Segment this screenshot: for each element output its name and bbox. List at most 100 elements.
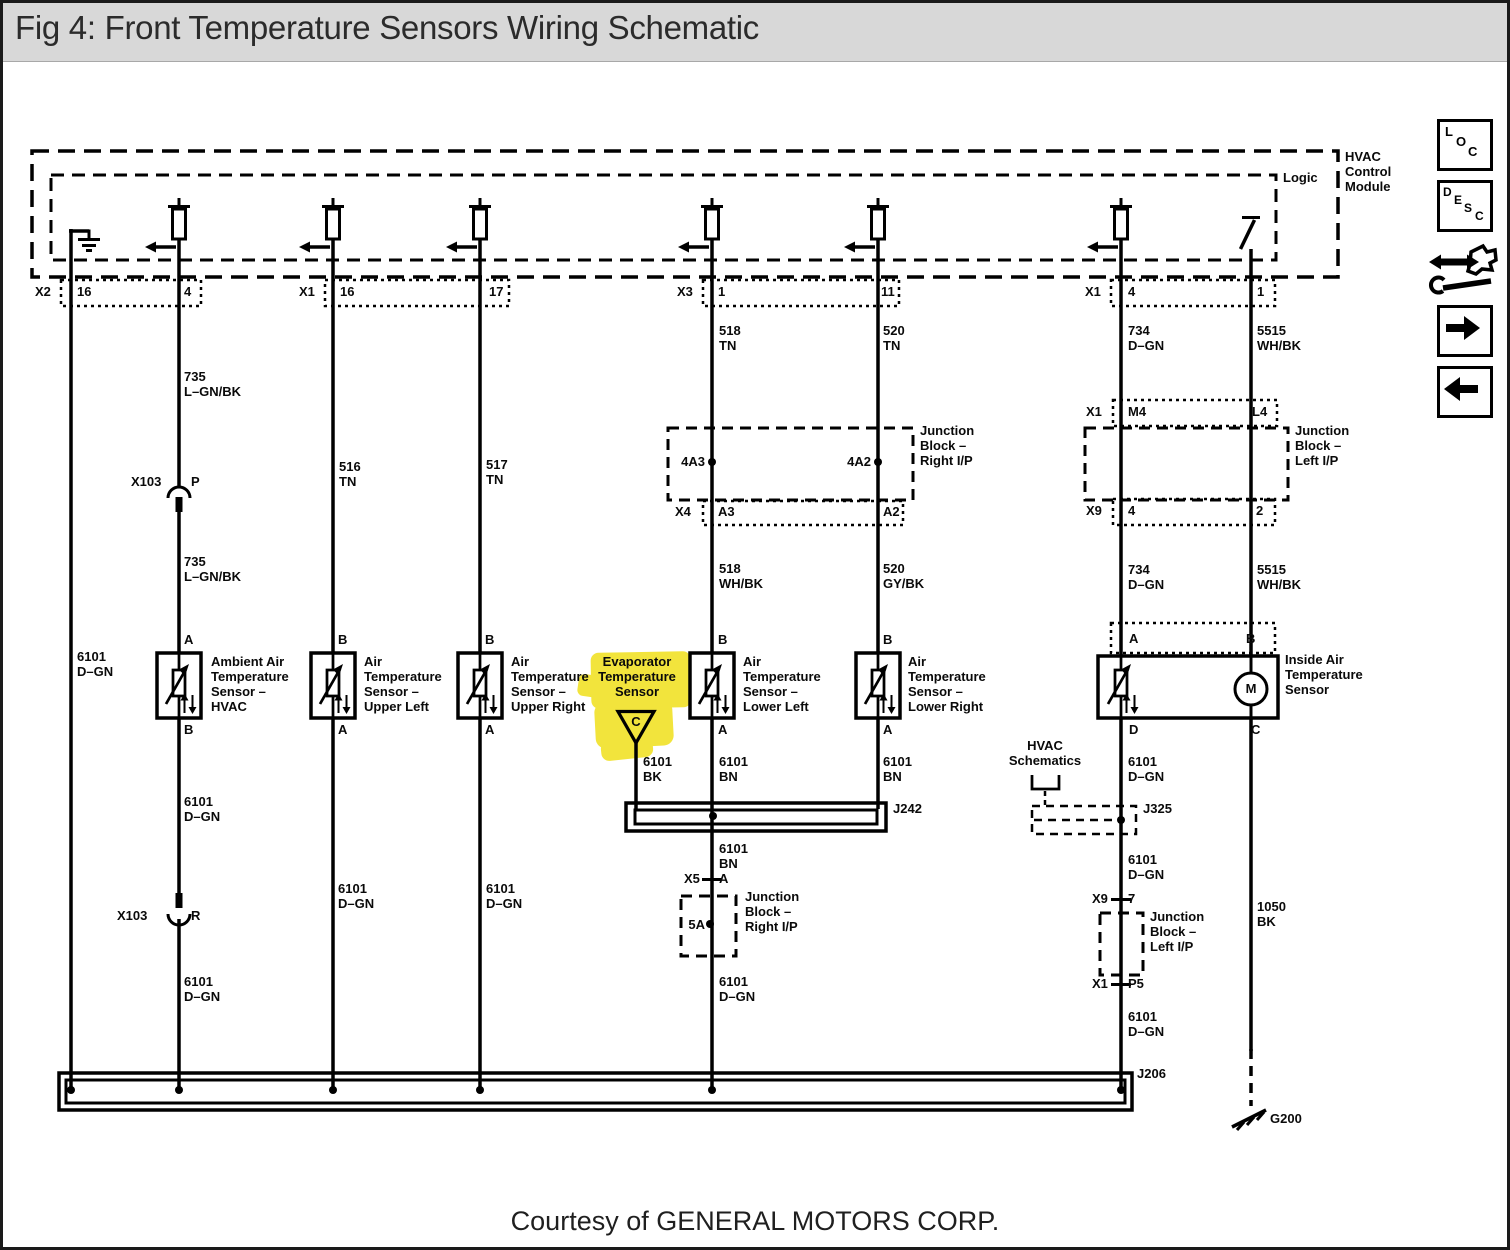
wire-label: 734 D–GN — [1128, 562, 1165, 592]
pin-label: 5A — [688, 917, 705, 932]
wire-label: 1050 BK — [1257, 899, 1286, 929]
sensor-label: Inside Air Temperature Sensor — [1285, 652, 1363, 697]
wire-label: 6101 D–GN — [1128, 852, 1165, 882]
pin-label: A — [485, 722, 495, 737]
sensor-label: Air Temperature Sensor – Upper Left — [364, 654, 442, 714]
bus-label: J242 — [893, 801, 922, 816]
pin-label: 16 — [340, 284, 355, 299]
bus-bars — [59, 803, 1132, 1110]
pin-label: L4 — [1252, 404, 1268, 419]
courtesy-text: Courtesy of GENERAL MOTORS CORP. — [510, 1206, 1000, 1236]
wire-label: 6101 D–GN — [1128, 1009, 1165, 1039]
pin-label: B — [184, 722, 194, 737]
junction-block-boxes — [668, 428, 1288, 975]
sensor-label: Air Temperature Sensor – Upper Right — [511, 654, 589, 714]
wire-label: 6101 BN — [719, 841, 748, 871]
page-title: Fig 4: Front Temperature Sensors Wiring … — [15, 9, 759, 46]
pin-label: A — [718, 722, 728, 737]
wire-label: 6101 D–GN — [1128, 754, 1165, 784]
tools-icon[interactable] — [1425, 236, 1499, 300]
pin-label: A — [184, 632, 194, 647]
wire-label: 6101 BN — [719, 754, 748, 784]
connector-name: X1 — [1086, 404, 1102, 419]
wire-label: 735 L–GN/BK — [184, 369, 242, 399]
wire-label: 517 TN — [486, 457, 508, 487]
pin-label: B — [883, 632, 893, 647]
pin-label: 4 — [1128, 503, 1136, 518]
desc-button[interactable]: D E S C — [1437, 180, 1493, 232]
prev-button[interactable] — [1437, 366, 1493, 418]
pin-label: B — [338, 632, 348, 647]
junction-block-label: Junction Block – Left I/P — [1295, 423, 1350, 468]
pin-label: 11 — [881, 284, 895, 299]
switch-icon — [1241, 218, 1261, 250]
pin-label: P5 — [1128, 976, 1144, 991]
pin-label: A — [883, 722, 893, 737]
wire-label: 6101 D–GN — [486, 881, 523, 911]
evaporator-sensor-label: Evaporator Temperature Sensor — [598, 654, 676, 699]
junction-block-label: Junction Block – Left I/P — [1150, 909, 1205, 954]
wire-label: 6101 D–GN — [184, 794, 221, 824]
sensor-label: Ambient Air Temperature Sensor – HVAC — [211, 654, 289, 714]
title-bar: Fig 4: Front Temperature Sensors Wiring … — [3, 3, 1507, 62]
pin-label: 4 — [1128, 284, 1136, 299]
motor-icon — [1235, 656, 1267, 718]
wire-label: 518 TN — [719, 323, 741, 353]
pin-label: B — [1246, 631, 1256, 646]
connector-strips — [61, 280, 1277, 653]
pin-label: C — [1251, 722, 1261, 737]
wires — [69, 229, 1251, 1093]
pin-label: 2 — [1256, 503, 1264, 518]
next-button[interactable] — [1437, 305, 1493, 357]
pin-label: C — [631, 714, 641, 729]
loc-button[interactable]: L O C — [1437, 119, 1493, 171]
connector-name: X9 — [1086, 503, 1102, 518]
sensor-label: Air Temperature Sensor – Lower Right — [908, 654, 986, 714]
wire-label: 5515 WH/BK — [1257, 323, 1302, 353]
pin-label: A2 — [883, 504, 900, 519]
pin-label: 4A3 — [681, 454, 705, 469]
pin-label: 4A2 — [847, 454, 871, 469]
connector-name: X9 — [1092, 891, 1108, 906]
connector-name: X1 — [1092, 976, 1108, 991]
bus-label: J325 — [1143, 801, 1172, 816]
thermistor-icons — [166, 653, 1139, 718]
pin-label: P — [191, 474, 200, 489]
logic-label: Logic — [1283, 170, 1318, 185]
pin-label: A — [1129, 631, 1139, 646]
wire-label: 520 TN — [883, 323, 905, 353]
pin-label: 17 — [489, 284, 504, 299]
wire-label: 6101 D–GN — [77, 649, 114, 679]
connector-name: X4 — [675, 504, 691, 519]
wire-label: 520 GY/BK — [883, 561, 925, 591]
pin-label: 1 — [718, 284, 726, 299]
wire-label: 518 WH/BK — [719, 561, 764, 591]
motor-label: M — [1245, 681, 1257, 696]
pin-label: A3 — [718, 504, 735, 519]
ground-label: G200 — [1270, 1111, 1302, 1126]
junction-block-label: Junction Block – Right I/P — [920, 423, 975, 468]
wire-label: 6101 D–GN — [719, 974, 756, 1004]
wire-label: 516 TN — [339, 459, 361, 489]
pin-label: A — [338, 722, 348, 737]
j325-connector — [1032, 775, 1136, 834]
hvac-module-box — [32, 151, 1338, 277]
ground-icon — [78, 230, 100, 251]
pin-label: B — [485, 632, 495, 647]
left-arrow-icon — [1444, 377, 1478, 401]
junction-dots — [67, 458, 1125, 1094]
right-arrow-icon — [1446, 316, 1480, 340]
wire-label: 6101 D–GN — [184, 974, 221, 1004]
logic-box — [51, 175, 1276, 260]
connector-name: X1 — [1085, 284, 1101, 299]
connector-name: X1 — [299, 284, 315, 299]
pin-label: D — [1129, 722, 1139, 737]
pin-label: 1 — [1257, 284, 1265, 299]
schematic-drawing — [3, 3, 1510, 1250]
pin-label: 7 — [1128, 891, 1136, 906]
pin-label: A — [719, 871, 729, 886]
wire-label: 6101 BK — [643, 754, 672, 784]
sensor-label: Air Temperature Sensor – Lower Left — [743, 654, 821, 714]
wire-label: 5515 WH/BK — [1257, 562, 1302, 592]
